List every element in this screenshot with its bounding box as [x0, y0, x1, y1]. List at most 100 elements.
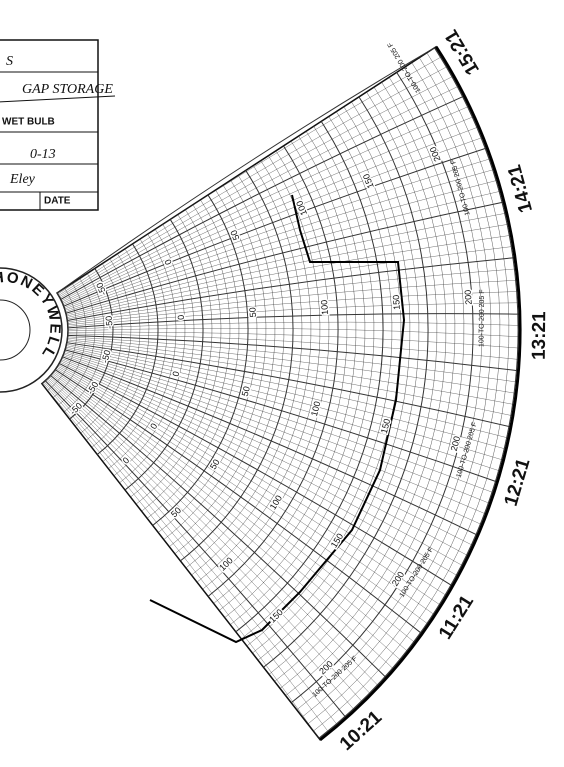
grid-arc — [196, 155, 321, 583]
scale-label: 150 — [391, 294, 402, 310]
form-rule — [0, 95, 116, 103]
range-note: 100-TO-200 205 F — [478, 289, 486, 347]
grid-radial — [49, 376, 379, 687]
grid-radial — [67, 246, 514, 320]
grid-radial — [67, 268, 517, 323]
grid-arc — [224, 131, 366, 618]
grid-radial — [55, 368, 429, 625]
form-line: Eley — [9, 172, 36, 187]
hub-hole — [0, 299, 31, 361]
form-date-label: DATE — [44, 196, 71, 207]
grid-radial — [64, 349, 498, 483]
grid-radial — [67, 338, 517, 394]
grid-arc — [230, 126, 375, 625]
grid-radial — [44, 381, 338, 726]
pen-trace — [149, 194, 406, 644]
grid-radial — [59, 85, 460, 299]
grid-radial — [60, 95, 465, 300]
grid-arc — [163, 185, 267, 540]
grid-radial — [65, 346, 504, 461]
grid-radial — [59, 75, 454, 297]
grid-radial — [67, 279, 518, 324]
grid-radial — [60, 360, 464, 567]
grid-radial — [58, 363, 453, 587]
form-line: S — [6, 54, 13, 69]
scale-label: -50 — [104, 316, 115, 330]
grid-radial — [59, 362, 459, 577]
grid-radial — [64, 169, 495, 310]
scale-label: 50 — [240, 385, 252, 397]
grid-radial — [46, 379, 355, 711]
grid-arc — [63, 273, 105, 413]
grid-radial — [62, 355, 483, 525]
grid-radial — [67, 328, 520, 337]
grid-radial — [64, 158, 491, 308]
grid-arc — [263, 96, 429, 668]
scale-label: 100 — [319, 299, 330, 315]
grid-arc — [158, 189, 258, 533]
time-label: 13:21 — [529, 311, 551, 360]
grid-radial — [58, 364, 447, 597]
scale-label: 0 — [171, 370, 182, 377]
grid-radial — [56, 46, 437, 294]
grid-radial — [66, 343, 509, 439]
scale-label: 0 — [176, 314, 186, 320]
grid-arc — [274, 86, 447, 682]
grid-arc — [213, 140, 348, 604]
grid-radial — [41, 383, 321, 740]
grid-radial — [67, 313, 520, 329]
grid-radial — [53, 371, 409, 653]
grid-radial — [61, 116, 475, 303]
grid-radial — [47, 378, 363, 703]
grid-arc — [180, 170, 294, 562]
grid-radial — [67, 302, 520, 327]
grid-arc — [252, 106, 411, 654]
grid-arc — [219, 136, 357, 611]
grid-arc — [313, 52, 510, 732]
grid-arc — [241, 116, 393, 640]
grid-arc — [191, 160, 312, 576]
grid-radial — [65, 348, 501, 472]
grid-radial — [67, 333, 520, 360]
grid-arc — [285, 77, 465, 696]
grid-arc — [174, 175, 285, 554]
grid-arc — [41, 292, 69, 384]
grid-arc — [296, 67, 483, 710]
grid-radial — [63, 353, 487, 515]
grid-radial — [66, 212, 507, 315]
grid-radial — [65, 190, 502, 312]
grid-radial — [66, 235, 512, 318]
time-label: 14:21 — [504, 162, 537, 215]
grid-radial — [67, 334, 519, 372]
grid-radial — [67, 257, 515, 322]
grid-radial — [61, 358, 474, 546]
grid-radial — [63, 137, 484, 305]
form-line: GAP STORAGE — [22, 82, 113, 97]
grid-arc — [202, 150, 330, 590]
hub — [0, 267, 63, 393]
scale-label: -50 — [100, 349, 113, 364]
grid-radial — [67, 341, 513, 416]
grid-radial — [57, 56, 443, 295]
grid-radial — [62, 356, 478, 536]
grid-radial — [57, 365, 442, 606]
time-label: 12:21 — [501, 456, 535, 509]
grid-radial — [51, 374, 395, 670]
scale-label: 0 — [163, 258, 174, 266]
grid-radial — [67, 321, 520, 330]
grid-radial — [64, 352, 491, 504]
grid-arc — [257, 101, 420, 661]
grid-radial — [54, 369, 423, 635]
grid-arc — [207, 145, 339, 597]
grid-arc — [280, 82, 456, 689]
grid-arc — [307, 57, 501, 725]
grid-radial — [67, 339, 515, 405]
grid-radial — [66, 345, 507, 450]
grid-radial — [42, 382, 330, 733]
grid-radial — [66, 223, 510, 317]
grid-radial — [62, 126, 479, 304]
grid-arc — [302, 62, 492, 718]
scale-label: 200 — [463, 289, 474, 305]
grid-radial — [63, 147, 488, 307]
